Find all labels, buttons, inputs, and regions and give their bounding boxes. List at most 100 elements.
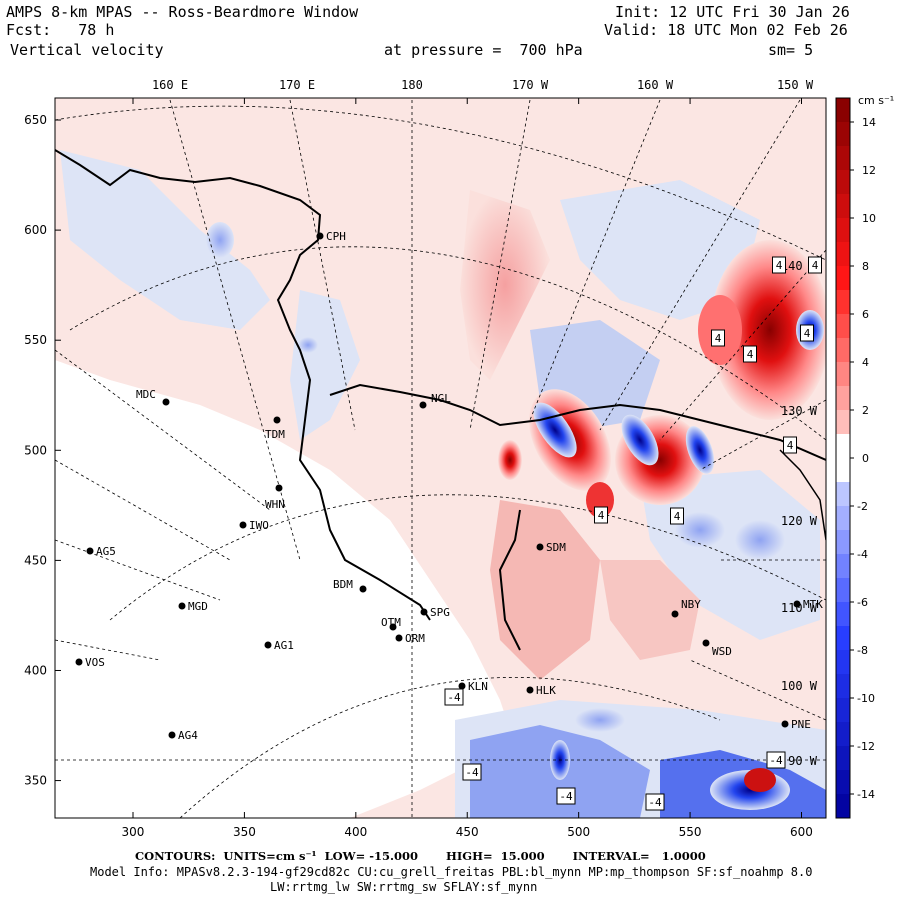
extrema-label: 4: [808, 256, 822, 274]
y-tick-label: 450: [24, 553, 47, 567]
extrema-box: [808, 256, 822, 274]
colorbar-swatch: [836, 794, 850, 819]
station-cph: CPH: [316, 230, 346, 243]
longitude-label: 160 W: [637, 78, 674, 92]
station-dot: [420, 608, 428, 616]
station-dot: [702, 639, 710, 647]
colorbar-swatch: [836, 194, 850, 219]
colorbar-swatch: [836, 602, 850, 627]
extrema-label: 4: [711, 329, 725, 347]
station-label: TDM: [265, 428, 285, 441]
colorbar: 14 12 10 8 6 4 2 0 -2 -4 -6 -8 -10 -12 -14: [835, 97, 876, 819]
extrema-value: 4: [598, 509, 605, 522]
station-iwo: IWO: [239, 519, 269, 532]
station-dot: [75, 658, 83, 666]
station-label: MTK: [803, 598, 823, 611]
colorbar-swatch: [836, 170, 850, 195]
x-axis: 300 350 400 450 500 550 600: [122, 98, 813, 839]
model-info: Model Info: MPASv8.2.3-194-gf29cd82c CU:…: [90, 865, 813, 879]
station-label: WSD: [712, 645, 732, 658]
station-pne: PNE: [781, 718, 811, 731]
station-whn: WHN: [265, 484, 285, 511]
station-label: AG1: [274, 639, 294, 652]
extrema-box: [800, 324, 814, 342]
x-tick-label: 300: [122, 825, 145, 839]
station-dot: [264, 641, 272, 649]
colorbar-tick-label: 12: [862, 164, 876, 177]
y-tick-label: 500: [24, 443, 47, 457]
colorbar-swatch: [836, 98, 850, 123]
colorbar-tick-label: 0: [862, 452, 869, 465]
colorbar-swatch: [836, 242, 850, 267]
x-tick-label: 600: [790, 825, 813, 839]
extrema-label: 4: [743, 345, 757, 363]
station-label: AG5: [96, 545, 116, 558]
extrema-value: 4: [787, 439, 794, 452]
colorbar-tick-label: -6: [857, 596, 868, 609]
y-tick-label: 600: [24, 223, 47, 237]
longitude-label: 180: [401, 78, 423, 92]
station-label: OTM: [381, 616, 401, 629]
station-otm: OTM: [381, 616, 401, 631]
colorbar-swatch: [836, 626, 850, 651]
colorbar-tick-label: -12: [857, 740, 875, 753]
station-label: ORM: [405, 632, 425, 645]
extrema-box: [556, 787, 576, 805]
station-nby: NBY: [671, 598, 701, 618]
pressure-level: at pressure = 700 hPa: [384, 41, 583, 59]
colorbar-swatch: [836, 746, 850, 771]
station-label: WHN: [265, 498, 285, 511]
x-tick-label: 400: [344, 825, 367, 839]
extrema-label: -4: [444, 688, 464, 706]
colorbar-tick-label: 10: [862, 212, 876, 225]
colorbar-swatch: [836, 650, 850, 675]
station-dot: [781, 720, 789, 728]
station-ngl: NGL: [419, 392, 451, 409]
station-wsd: WSD: [702, 639, 732, 658]
colorbar-swatch: [836, 506, 850, 531]
colorbar-swatch: [836, 458, 850, 483]
colorbar-tick-label: -8: [857, 644, 868, 657]
station-label: NBY: [681, 598, 701, 611]
station-label: HLK: [536, 684, 556, 697]
station-dot: [178, 602, 186, 610]
extrema-value: 4: [747, 348, 754, 361]
extrema-label: 4: [594, 506, 608, 524]
station-kln: KLN: [458, 680, 488, 693]
x-tick-label: 450: [456, 825, 479, 839]
colorbar-tick-label: 4: [862, 356, 869, 369]
extrema-box: [670, 507, 684, 525]
extrema-box: [645, 793, 665, 811]
y-tick-label: 400: [24, 663, 47, 677]
station-label: BDM: [333, 578, 353, 591]
extrema-box: [772, 256, 786, 274]
longitude-label-right: 100 W: [781, 679, 818, 693]
y-axis: 650 600 550 500 450 400 350: [24, 113, 61, 788]
station-label: AG4: [178, 729, 198, 742]
longitude-label: 150 W: [777, 78, 814, 92]
colorbar-swatch: [836, 338, 850, 363]
colorbar-swatch: [836, 146, 850, 171]
station-mgd: MGD: [178, 600, 208, 613]
station-ag1: AG1: [264, 639, 294, 652]
colorbar-tick-label: 14: [862, 116, 876, 129]
station-dot: [419, 401, 427, 409]
smoothing-level: sm= 5: [768, 41, 814, 59]
y-tick-label: 550: [24, 333, 47, 347]
contour-info: CONTOURS: UNITS=cm s⁻¹ LOW= -15.000 HIGH…: [135, 849, 706, 863]
extrema-label: -4: [766, 751, 786, 769]
station-markers: CPH NGL MDC TDM WHN IWO AG5 SDM MGD BDM SPG OTM ORM A…: [75, 230, 823, 742]
plot-title: AMPS 8-km MPAS -- Ross-Beardmore Window: [6, 3, 359, 21]
colorbar-swatch: [836, 386, 850, 411]
station-label: VOS: [85, 656, 105, 669]
model-info-physics: LW:rrtmg_lw SW:rrtmg_sw SFLAY:sf_mynn: [270, 880, 538, 894]
colorbar-swatch: [836, 698, 850, 723]
colorbar-tick-label: 2: [862, 404, 869, 417]
colorbar-swatch: [836, 410, 850, 435]
station-sdm: SDM: [536, 541, 566, 554]
forecast-hour: Fcst: 78 h: [6, 21, 115, 39]
extrema-label: 4: [670, 507, 684, 525]
extrema-box: [711, 329, 725, 347]
longitude-label-right: 90 W: [788, 754, 818, 768]
